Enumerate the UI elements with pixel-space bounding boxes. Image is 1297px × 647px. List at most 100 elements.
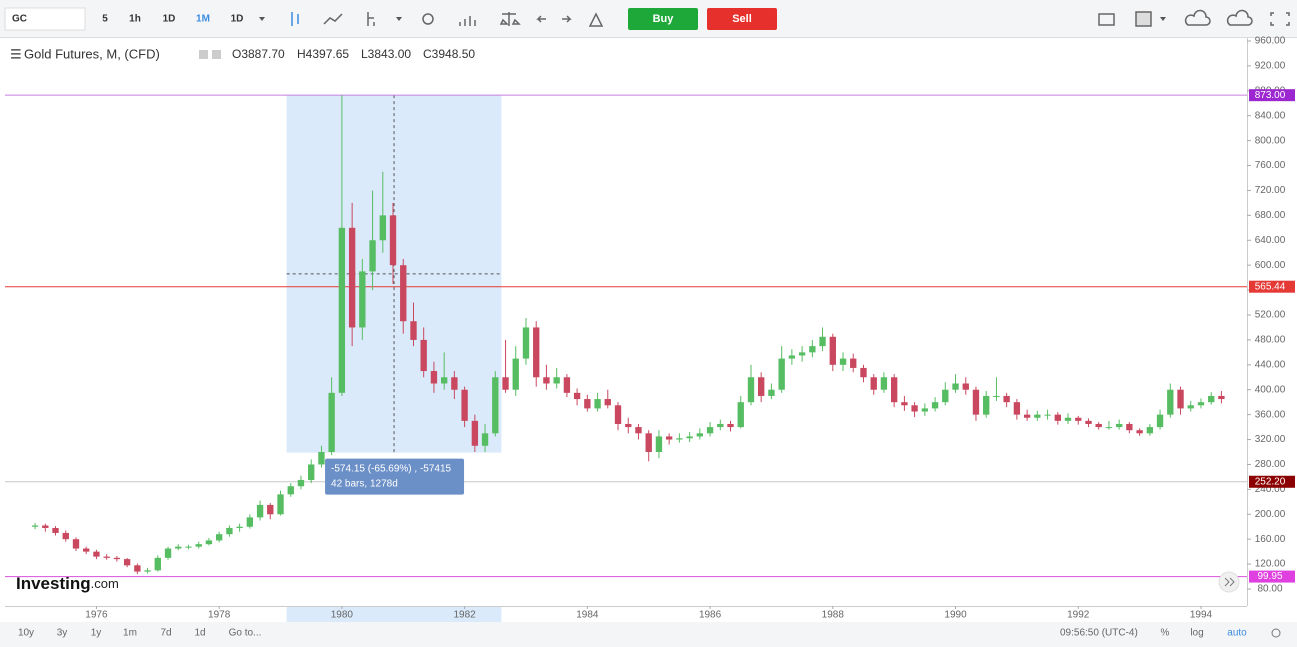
undo-icon[interactable]	[536, 15, 546, 23]
candle-body	[594, 399, 601, 409]
range-button[interactable]: 1y	[91, 628, 102, 639]
candle-body	[993, 395, 1000, 397]
range-button[interactable]: 1m	[123, 628, 137, 639]
range-button[interactable]: 7d	[160, 628, 171, 639]
candle-body	[400, 265, 407, 322]
candle-body	[942, 389, 949, 403]
candle-body	[93, 551, 100, 557]
legend-low: L3843.00	[361, 47, 411, 61]
candle-body	[839, 358, 847, 365]
candle-body	[533, 327, 540, 378]
x-tick-label: 1986	[699, 610, 722, 621]
candle-body	[768, 389, 775, 396]
range-button[interactable]: Go to...	[229, 628, 262, 639]
candle-body	[553, 377, 560, 384]
interval[interactable]: 1h	[129, 14, 141, 25]
x-tick-label: 1990	[944, 610, 967, 621]
legend-eye[interactable]	[199, 50, 208, 59]
x-tick-label: 1980	[331, 610, 354, 621]
dropdown-arrow[interactable]	[396, 17, 402, 21]
percent-toggle[interactable]: %	[1161, 628, 1170, 639]
interval[interactable]: 1D	[231, 14, 244, 25]
candle-icon[interactable]	[291, 12, 299, 26]
y-tick-label: 720.00	[1255, 185, 1286, 196]
candle-body	[236, 526, 243, 528]
candle-body	[625, 423, 632, 428]
candle-body	[1208, 395, 1215, 403]
cloud-load-icon[interactable]	[1184, 9, 1211, 26]
y-tick-label: 440.00	[1255, 359, 1286, 370]
candle-body	[83, 548, 90, 552]
range-button[interactable]: 3y	[57, 628, 68, 639]
redo-icon[interactable]	[562, 15, 572, 23]
candle-body	[348, 227, 356, 328]
buy-label[interactable]: Buy	[653, 13, 675, 25]
candle-body	[1064, 417, 1072, 421]
logo-suffix: .com	[91, 576, 119, 591]
candle-body	[154, 557, 161, 571]
line-icon[interactable]	[323, 13, 343, 25]
settings-icon[interactable]	[422, 13, 434, 25]
interval[interactable]: 5	[102, 14, 108, 25]
interval[interactable]: 1D	[163, 14, 176, 25]
candle-body	[522, 327, 530, 359]
candle-body	[758, 377, 765, 396]
range-button[interactable]: 10y	[18, 628, 34, 639]
alert-icon[interactable]	[588, 12, 604, 27]
sell-label[interactable]: Sell	[732, 13, 752, 25]
dropdown-arrow[interactable]	[1160, 17, 1166, 21]
candle-body	[318, 451, 325, 465]
candle-body	[952, 383, 959, 390]
legend-open: O3887.70	[232, 47, 285, 61]
candle-body	[901, 402, 908, 406]
candle-body	[103, 556, 110, 558]
cloud-save-icon[interactable]	[1226, 9, 1253, 26]
symbol-input[interactable]	[4, 7, 86, 31]
color-icon[interactable]	[1135, 11, 1152, 27]
symbol[interactable]: GC	[12, 14, 27, 25]
legend-settings[interactable]	[212, 50, 221, 59]
toolbar-icons	[291, 9, 1290, 27]
y-tick-label: 360.00	[1255, 409, 1286, 420]
candle-body	[185, 546, 192, 548]
candle-body	[1095, 423, 1102, 428]
clock: 09:56:50 (UTC-4)	[1060, 628, 1138, 639]
candle-body	[798, 352, 806, 356]
balance-icon[interactable]	[499, 12, 521, 26]
x-tick-label: 1976	[85, 610, 108, 621]
sell-button[interactable]	[707, 8, 777, 30]
interval-active[interactable]: 1M	[196, 14, 210, 25]
footer-settings[interactable]	[1271, 628, 1281, 638]
candle-body	[420, 339, 427, 372]
logo: Investing.com	[16, 574, 119, 593]
range-button[interactable]: 1d	[194, 628, 205, 639]
y-tick-label: 240.00	[1255, 484, 1286, 495]
candle-body	[1044, 414, 1051, 416]
indicator-icon[interactable]	[367, 12, 375, 26]
candle-body	[72, 539, 80, 549]
candle-body	[880, 377, 888, 390]
axis-highlight	[286, 607, 502, 622]
candle-body	[778, 358, 785, 390]
candle-body	[604, 399, 611, 406]
dropdown-arrow[interactable]	[259, 17, 265, 21]
buy-button[interactable]	[628, 8, 698, 30]
candle-body	[972, 389, 980, 415]
candle-body	[277, 494, 284, 515]
camera-icon[interactable]	[1098, 13, 1115, 26]
fullscreen-icon[interactable]	[1270, 12, 1290, 26]
level-tag	[1249, 89, 1295, 102]
candle-body	[890, 377, 898, 403]
candle-body	[727, 423, 734, 428]
x-tick-label: 1994	[1190, 610, 1213, 621]
candle-body	[635, 427, 642, 434]
candle-body	[829, 336, 836, 365]
compare-icon[interactable]	[459, 16, 476, 26]
auto-toggle[interactable]: auto	[1227, 628, 1247, 639]
candle-body	[1105, 427, 1113, 429]
log-toggle[interactable]: log	[1190, 628, 1203, 639]
legend-title: Gold Futures, M, (CFD)	[24, 46, 160, 61]
candle-body	[1126, 423, 1133, 431]
y-tick-label: 400.00	[1255, 384, 1286, 395]
